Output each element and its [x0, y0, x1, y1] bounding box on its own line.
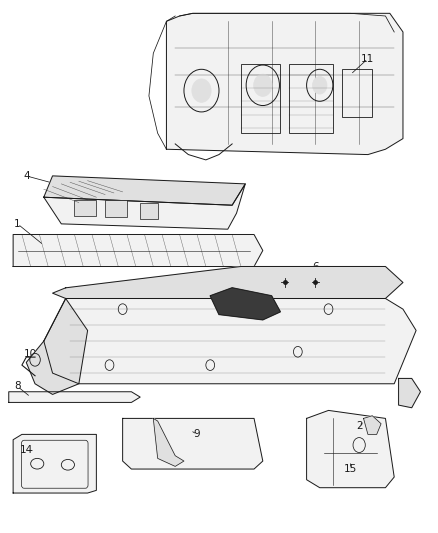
- Polygon shape: [166, 13, 403, 155]
- Text: 5: 5: [316, 286, 323, 295]
- Polygon shape: [307, 410, 394, 488]
- Text: 11: 11: [361, 54, 374, 63]
- Text: 8: 8: [14, 382, 21, 391]
- Bar: [74, 200, 96, 216]
- Text: 10: 10: [24, 350, 37, 359]
- Polygon shape: [210, 288, 280, 320]
- Circle shape: [192, 79, 211, 102]
- Polygon shape: [123, 418, 263, 469]
- Circle shape: [313, 76, 327, 94]
- Text: 19: 19: [407, 387, 420, 397]
- Text: 15: 15: [344, 464, 357, 474]
- Bar: [289, 64, 333, 133]
- Polygon shape: [9, 392, 140, 402]
- Circle shape: [254, 74, 272, 96]
- Text: 7: 7: [347, 328, 354, 338]
- Text: 2: 2: [356, 422, 363, 431]
- Polygon shape: [53, 266, 403, 298]
- Text: 9: 9: [194, 430, 201, 439]
- Text: 14: 14: [20, 446, 33, 455]
- Polygon shape: [44, 298, 416, 384]
- Text: 7: 7: [145, 304, 152, 314]
- Polygon shape: [13, 235, 263, 266]
- Polygon shape: [399, 378, 420, 408]
- Polygon shape: [13, 434, 96, 493]
- Text: 13: 13: [274, 336, 287, 346]
- Polygon shape: [364, 416, 381, 434]
- Bar: [241, 64, 280, 133]
- Polygon shape: [44, 176, 245, 205]
- Bar: [105, 200, 127, 217]
- Polygon shape: [26, 298, 88, 394]
- Text: 4: 4: [23, 171, 30, 181]
- Polygon shape: [44, 184, 245, 229]
- Polygon shape: [153, 418, 184, 466]
- Bar: [140, 203, 158, 219]
- Text: 6: 6: [312, 262, 319, 271]
- Text: 1: 1: [14, 219, 21, 229]
- Bar: [342, 69, 372, 117]
